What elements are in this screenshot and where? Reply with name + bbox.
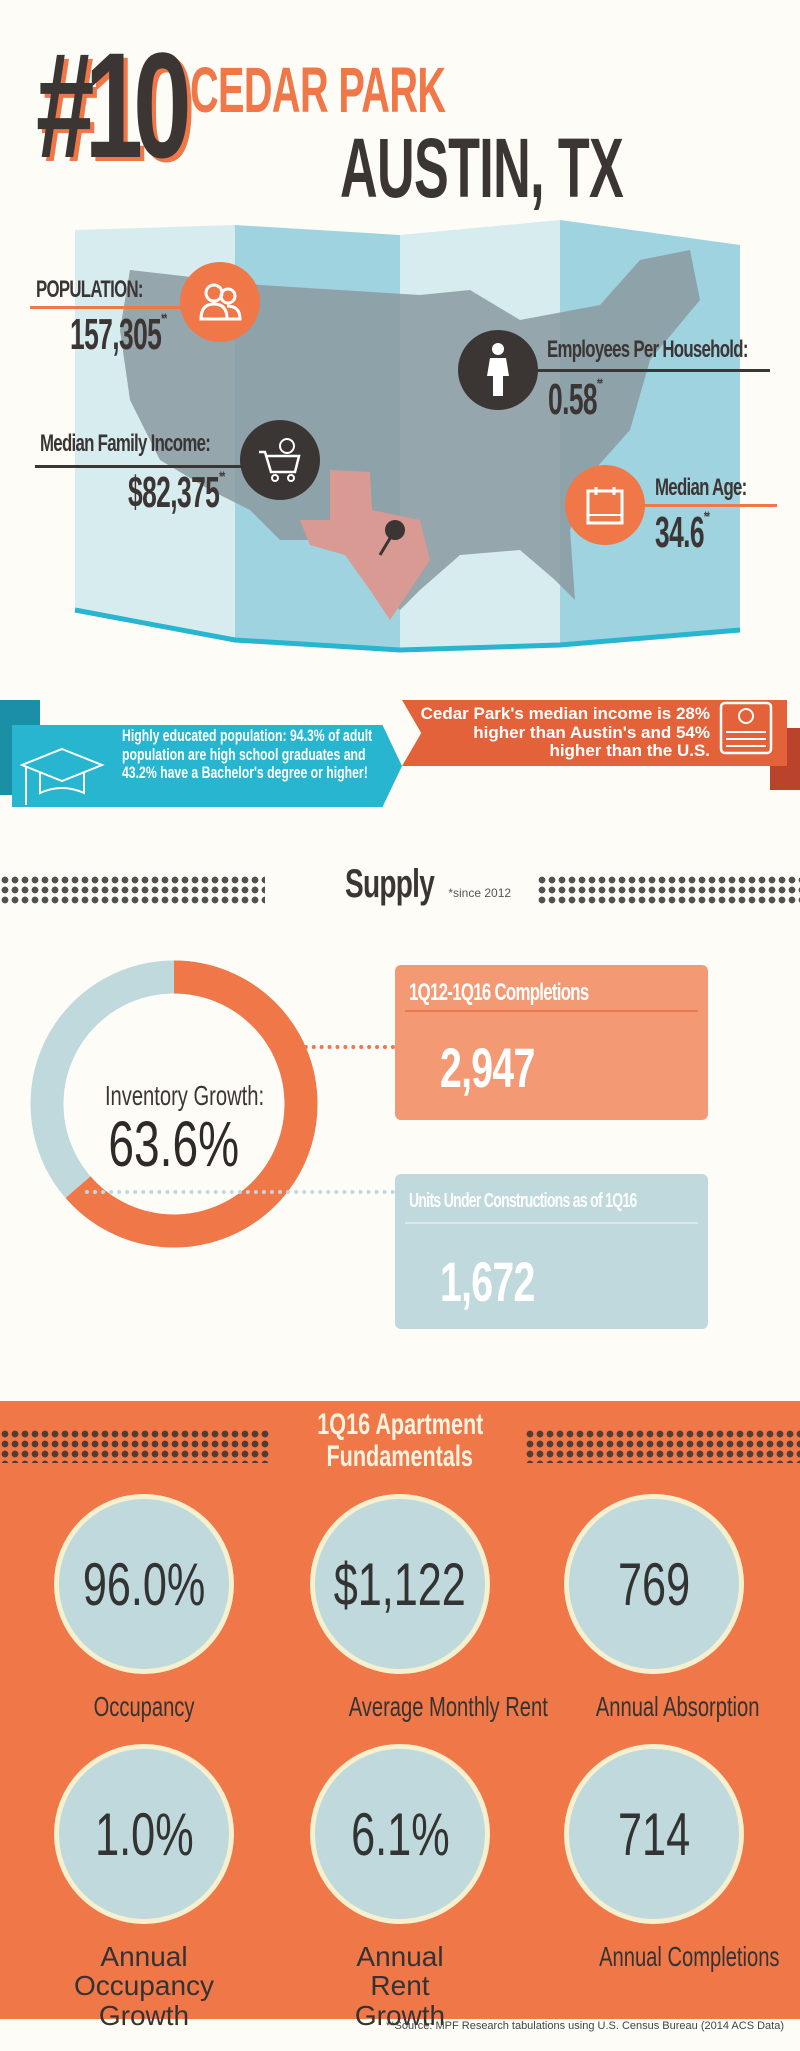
source-note: **Source: MPF Research tabulations using…	[385, 2020, 784, 2032]
population-value: 157,305**	[70, 310, 167, 359]
dot-pattern	[537, 875, 800, 905]
age-value: 34.6**	[655, 508, 710, 557]
population-label: POPULATION:	[36, 276, 143, 303]
donut-arc	[30, 960, 318, 1248]
education-banner	[12, 725, 402, 807]
inventory-growth-donut	[30, 960, 318, 1248]
metric-completions: 714 Annual Completions	[564, 1744, 780, 1971]
divider	[645, 504, 777, 507]
employees-label: Employees Per Household:	[547, 336, 748, 363]
supply-note: *since 2012	[448, 886, 512, 900]
divider	[35, 465, 245, 468]
income-banner	[402, 700, 787, 766]
connector	[85, 1190, 395, 1194]
metric-average-rent: $1,122 Average Monthly Rent	[310, 1494, 548, 1721]
fundamentals-title: 1Q16 Apartment Fundamentals	[316, 1408, 484, 1473]
metric-occupancy-growth: 1.0% Annual Occupancy Growth	[54, 1744, 234, 2030]
metro-title: AUSTIN, TX	[340, 121, 624, 215]
rank-number: #10	[36, 21, 192, 189]
city-title: CEDAR PARK	[190, 54, 446, 126]
completions-title: 1Q12-1Q16 Completions	[409, 979, 589, 1006]
education-text: Highly educated population: 94.3% of adu…	[122, 726, 373, 783]
us-landmass	[120, 250, 700, 610]
construction-value: 1,672	[440, 1250, 535, 1313]
metric-absorption: 769 Annual Absorption	[564, 1494, 759, 1721]
calendar-icon	[565, 465, 645, 545]
donut-value: 63.6%	[108, 1108, 240, 1180]
metric-occupancy: 96.0% Occupancy	[54, 1494, 234, 1721]
donut-label: Inventory Growth:	[104, 1080, 265, 1111]
dot-pattern	[0, 1429, 270, 1463]
employees-value: 0.58**	[548, 375, 603, 424]
dot-pattern	[0, 875, 265, 905]
income-label: Median Family Income:	[40, 430, 211, 457]
fundamentals-section: 1Q16 Apartment Fundamentals 96.0% Occupan…	[0, 1401, 800, 2030]
connector	[288, 1045, 395, 1049]
texas-highlight	[300, 470, 430, 620]
divider	[535, 369, 770, 372]
shopping-cart-dollar-icon	[240, 420, 320, 500]
income-comparison-text: Cedar Park's median income is 28% higher…	[420, 704, 710, 761]
money-bill-icon	[719, 701, 773, 755]
age-label: Median Age:	[655, 474, 747, 501]
completions-card: 1Q12-1Q16 Completions 2,947	[395, 965, 708, 1120]
businesswoman-icon	[458, 330, 538, 410]
supply-heading: Supply *since 2012	[345, 862, 511, 907]
income-value: $82,375**	[128, 468, 225, 517]
divider	[30, 306, 190, 309]
supply-title: Supply	[345, 862, 435, 906]
construction-title: Units Under Constructions as of 1Q16	[409, 1190, 637, 1212]
graduation-cap-icon	[20, 747, 105, 805]
dot-pattern	[525, 1429, 800, 1463]
completions-value: 2,947	[440, 1036, 535, 1099]
metric-rent-growth: 6.1% Annual Rent Growth	[310, 1744, 490, 2030]
people-icon	[180, 262, 260, 342]
pushpin-icon	[378, 520, 405, 556]
construction-card: Units Under Constructions as of 1Q16 1,6…	[395, 1174, 708, 1329]
donut-center: Inventory Growth: 63.6%	[74, 1080, 274, 1176]
